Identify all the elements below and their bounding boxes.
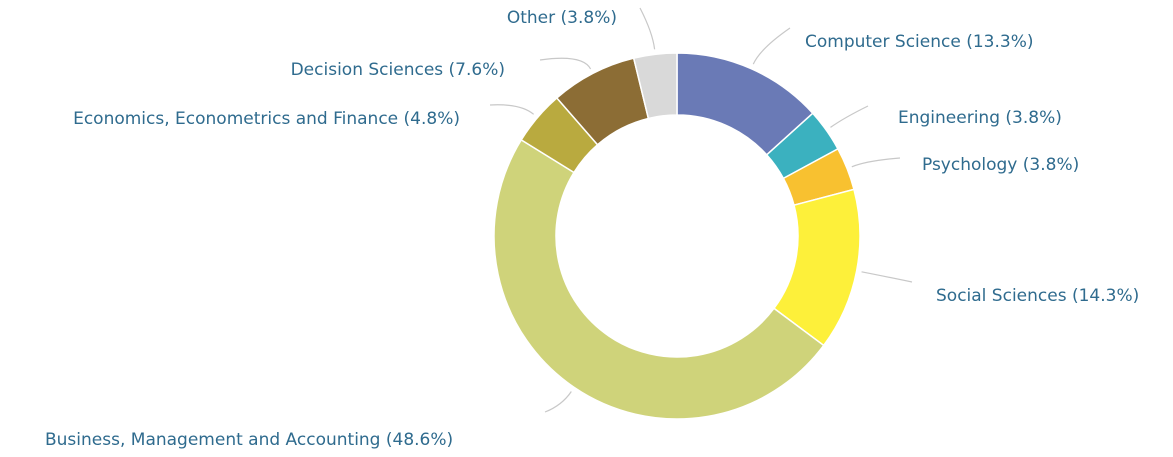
- donut-segment: [493, 138, 825, 420]
- leader-line: [539, 57, 592, 70]
- segment-label: Decision Sciences (7.6%): [291, 60, 505, 80]
- leader-line: [544, 391, 572, 413]
- leader-line: [489, 104, 535, 115]
- leader-line: [639, 7, 656, 50]
- segment-label: Computer Science (13.3%): [805, 32, 1034, 52]
- segment-label: Business, Management and Accounting (48.…: [45, 430, 453, 450]
- segment-label: Economics, Econometrics and Finance (4.8…: [73, 109, 460, 129]
- leader-line: [830, 105, 869, 128]
- segment-label: Social Sciences (14.3%): [936, 286, 1139, 306]
- leader-line: [861, 271, 913, 283]
- segment-label: Psychology (3.8%): [922, 155, 1079, 175]
- leader-line: [851, 157, 901, 168]
- leader-line: [752, 27, 791, 65]
- segment-label: Engineering (3.8%): [898, 108, 1062, 128]
- donut-segment: [632, 52, 678, 120]
- segment-label: Other (3.8%): [507, 8, 617, 28]
